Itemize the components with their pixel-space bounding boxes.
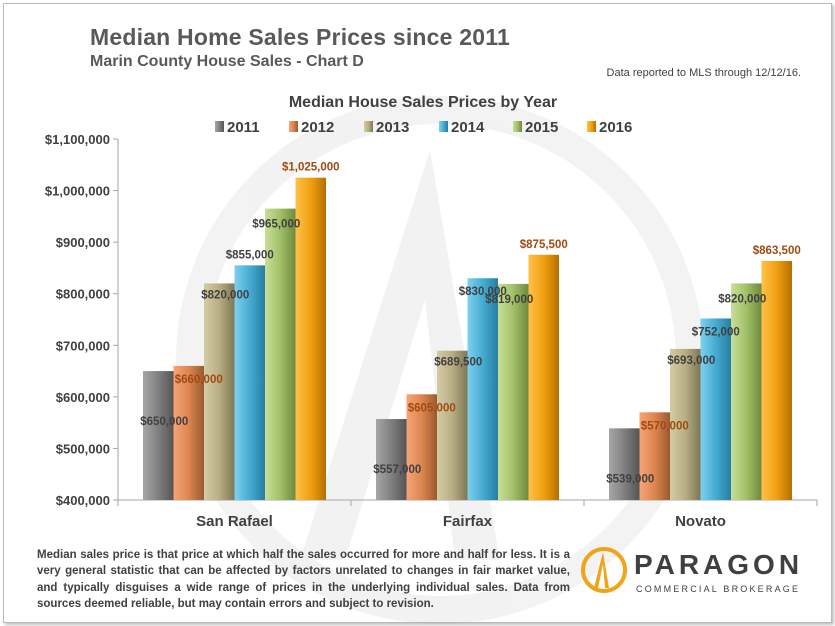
bar-2013-san-rafael: [204, 283, 235, 500]
footnote-text: Median sales price is that price at whic…: [37, 549, 570, 611]
data-label: $1,025,000: [282, 162, 340, 174]
y-tick-label: $600,000: [56, 390, 110, 405]
y-tick-label: $400,000: [56, 493, 110, 508]
data-label: $855,000: [226, 249, 274, 261]
y-tick-label: $1,000,000: [45, 184, 110, 199]
legend-swatch-2015: [513, 121, 522, 132]
y-tick-label: $1,100,000: [45, 132, 110, 147]
bar-2013-novato: [670, 348, 701, 500]
legend-label-2011: 2011: [227, 119, 260, 136]
x-tick-label: San Rafael: [196, 513, 273, 530]
legend-swatch-2012: [289, 121, 298, 132]
bar-2015-novato: [731, 283, 762, 500]
bars: [143, 177, 792, 500]
bar-2014-san-rafael: [234, 265, 265, 500]
y-tick-label: $700,000: [56, 338, 110, 353]
data-label: $689,500: [434, 357, 482, 369]
bar-2015-san-rafael: [265, 208, 296, 500]
legend-swatch-2014: [439, 121, 448, 132]
data-label: $605,000: [408, 402, 456, 414]
data-label: $965,000: [252, 219, 300, 231]
bar-2016-fairfax: [528, 254, 559, 500]
legend-swatch-2016: [587, 121, 596, 132]
paragon-logo: PARAGON COMMERCIAL BROKERAGE: [578, 545, 818, 603]
data-label: $820,000: [718, 293, 766, 305]
legend-label-2015: 2015: [525, 119, 558, 136]
data-labels: $650,000 $660,000 $820,000 $855,000 $965,000…: [140, 162, 800, 486]
y-tick-label: $500,000: [56, 441, 110, 456]
legend-label-2016: 2016: [599, 119, 632, 136]
logo-tagline: COMMERCIAL BROKERAGE: [636, 584, 801, 594]
data-label: $650,000: [140, 416, 188, 428]
data-label: $863,500: [753, 245, 801, 257]
bar-2011-san-rafael: [143, 371, 174, 500]
bar-2016-novato: [761, 260, 792, 500]
legend-swatch-2011: [215, 121, 224, 132]
data-label: $820,000: [201, 289, 249, 301]
bar-2011-novato: [609, 428, 640, 500]
bar-2016-san-rafael: [295, 177, 326, 500]
paragon-a-icon: [581, 547, 627, 593]
legend-label-2013: 2013: [376, 119, 409, 136]
x-tick-label: Fairfax: [443, 513, 493, 530]
bar-2014-fairfax: [467, 278, 498, 500]
data-label: $557,000: [373, 464, 421, 476]
x-tick-label: Novato: [675, 513, 726, 530]
y-tick-label: $900,000: [56, 235, 110, 250]
legend: 2011 2012 2013 2014 2015 2016: [215, 119, 632, 136]
data-label: $660,000: [175, 374, 223, 386]
bar-2013-fairfax: [437, 350, 468, 500]
bar-2012-fairfax: [406, 394, 437, 500]
legend-label-2014: 2014: [451, 119, 485, 136]
data-label: $752,000: [692, 326, 740, 338]
logo-wordmark: PARAGON: [634, 549, 804, 580]
data-label: $693,000: [667, 355, 715, 367]
bar-2011-fairfax: [376, 419, 407, 500]
data-label: $875,500: [520, 239, 568, 251]
page-subtitle: Marin County House Sales - Chart D: [90, 53, 364, 70]
chart-title: Median House Sales Prices by Year: [289, 94, 557, 111]
page-title: Median Home Sales Prices since 2011: [90, 24, 510, 50]
data-label: $830,000: [459, 286, 507, 298]
y-tick-label: $800,000: [56, 287, 110, 302]
data-label: $570,000: [641, 420, 689, 432]
y-axis: $400,000 $500,000 $600,000 $700,000 $800,000…: [45, 132, 119, 508]
bar-2012-san-rafael: [173, 365, 204, 500]
bar-2012-novato: [639, 412, 670, 500]
data-label: $539,000: [606, 473, 654, 485]
legend-label-2012: 2012: [301, 119, 334, 136]
data-label: $819,000: [485, 294, 533, 306]
bar-2014-novato: [700, 318, 731, 500]
legend-swatch-2013: [364, 121, 373, 132]
bar-2015-fairfax: [498, 283, 529, 500]
chart-frame: [3, 3, 832, 623]
data-note: Data reported to MLS through 12/12/16.: [606, 67, 801, 79]
